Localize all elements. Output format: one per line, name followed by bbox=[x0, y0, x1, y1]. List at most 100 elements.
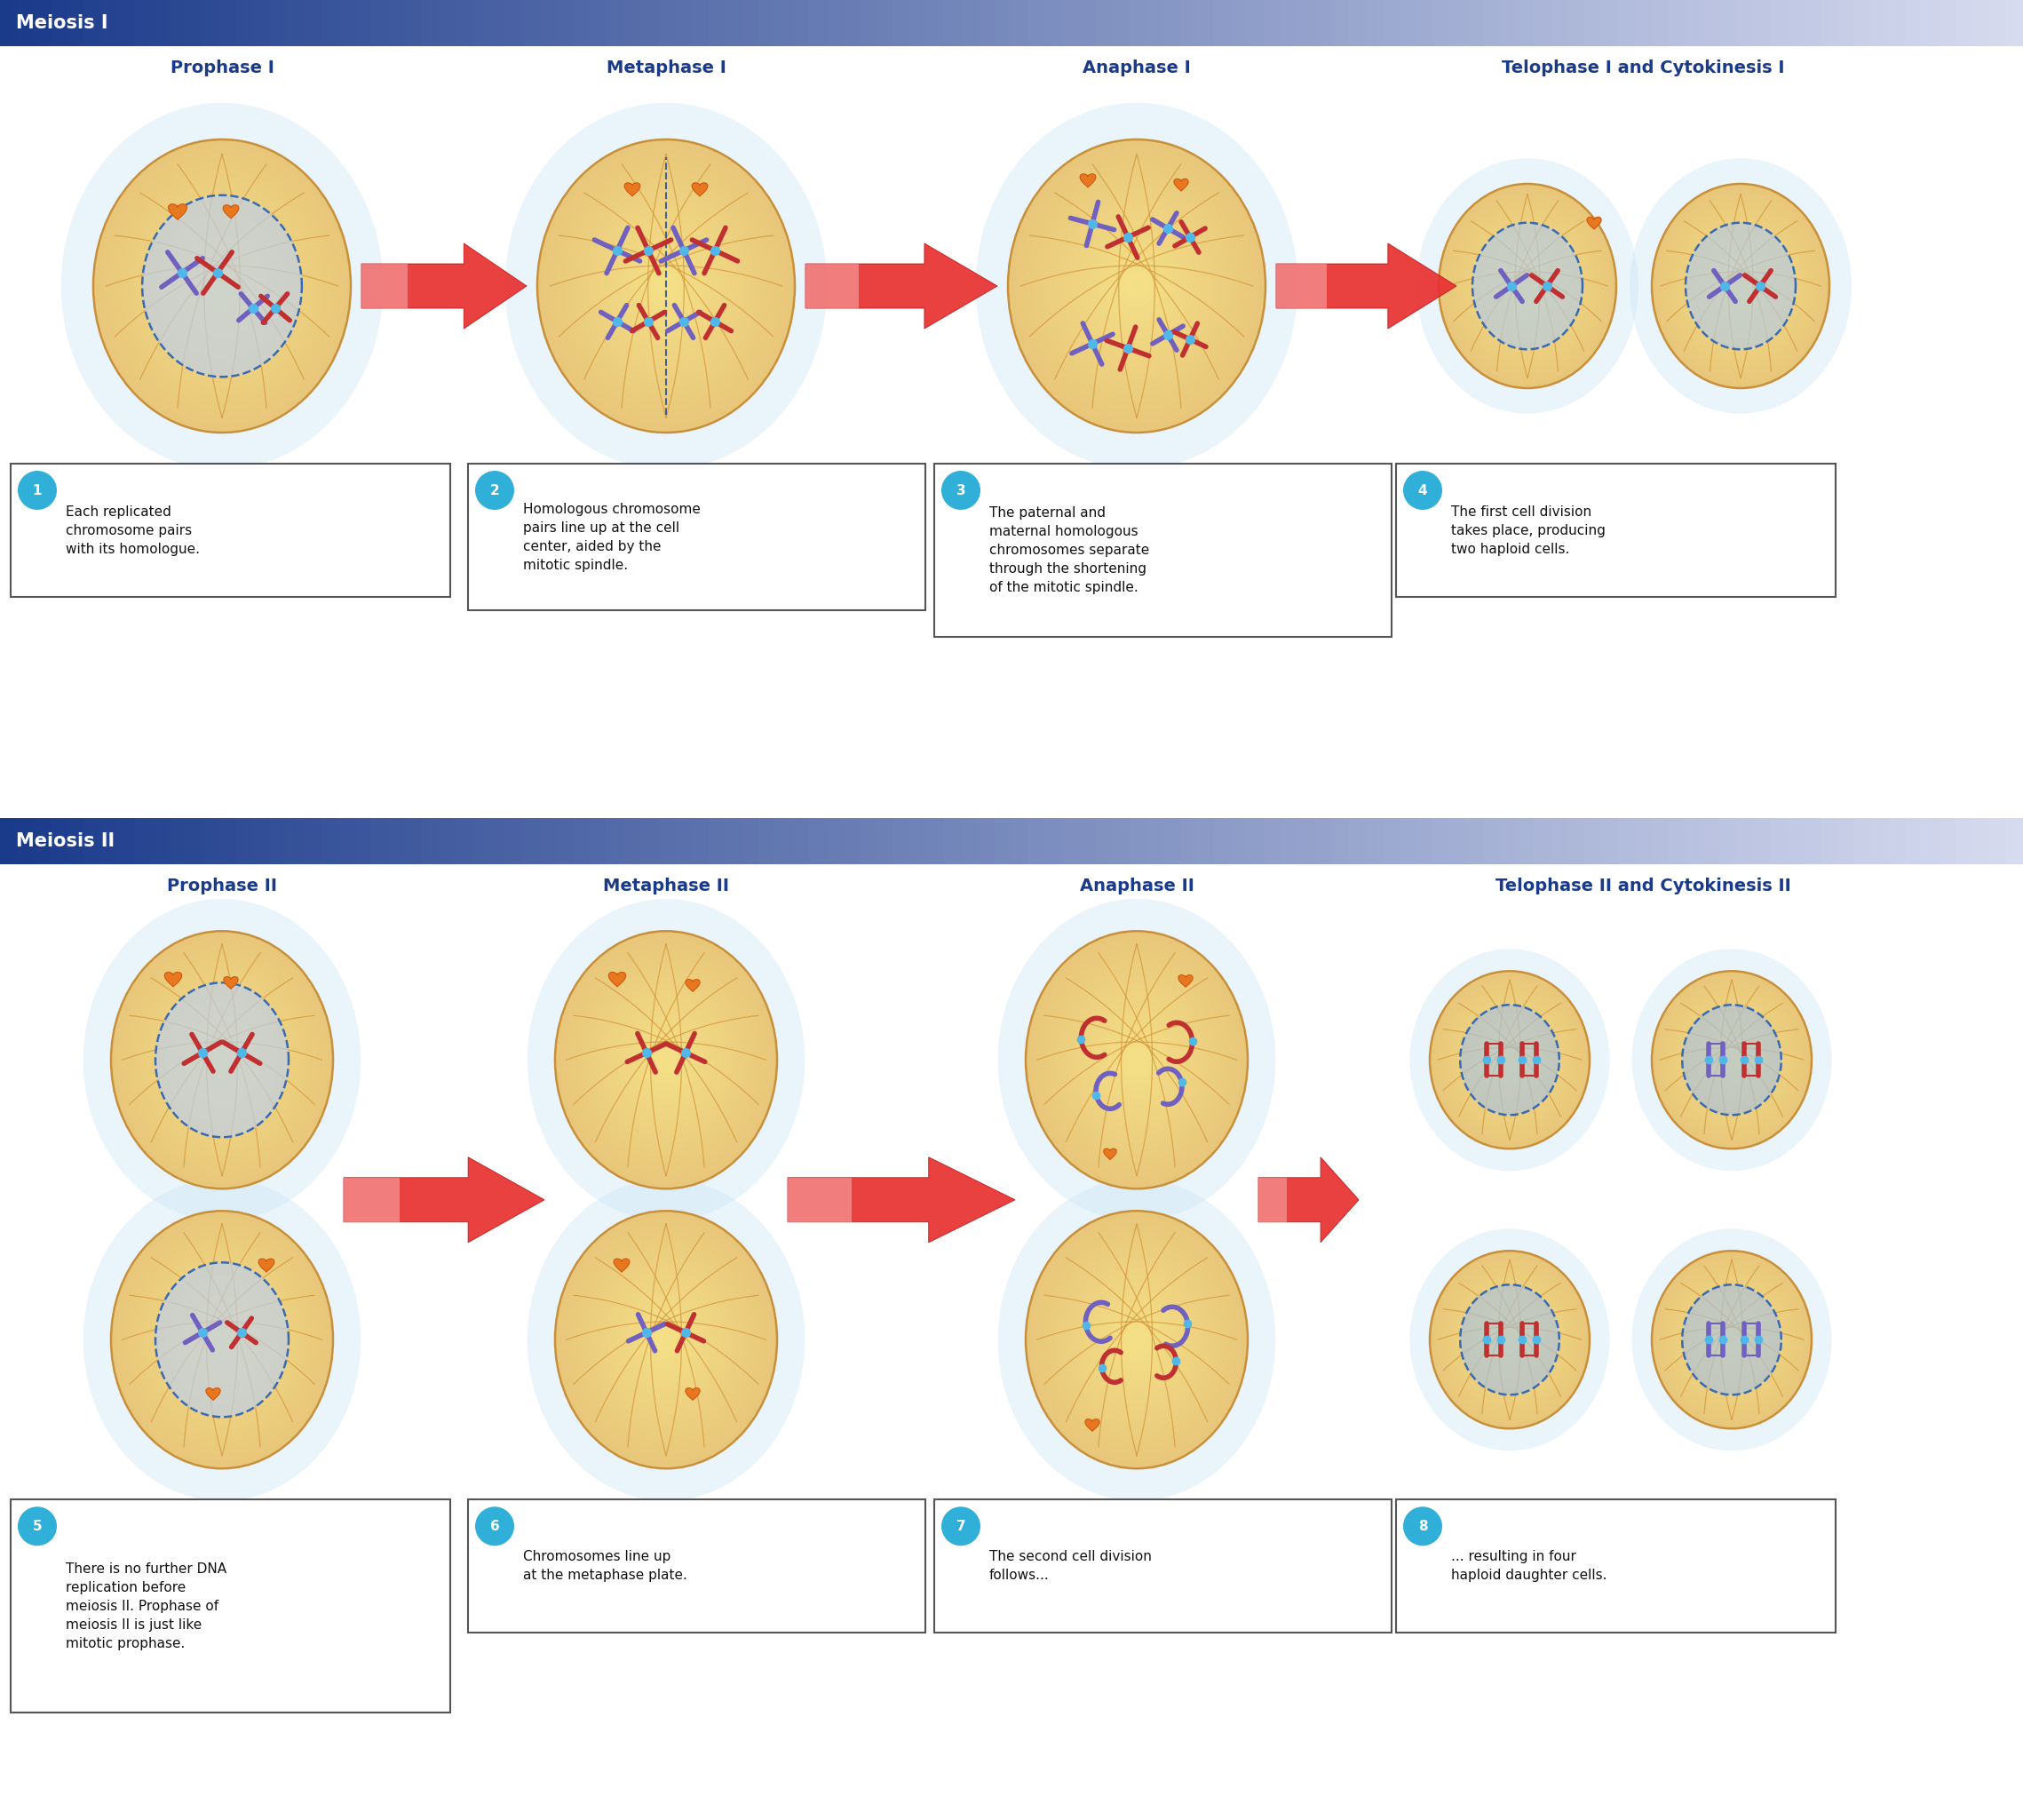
Bar bbox=[910, 0, 929, 46]
Bar bbox=[977, 0, 995, 46]
Circle shape bbox=[475, 1507, 514, 1545]
Bar bbox=[490, 0, 506, 46]
Bar bbox=[556, 0, 575, 46]
Ellipse shape bbox=[1485, 1034, 1533, 1087]
Bar bbox=[338, 0, 354, 46]
Bar bbox=[506, 0, 524, 46]
Ellipse shape bbox=[178, 1289, 267, 1390]
Circle shape bbox=[1404, 471, 1442, 510]
Bar bbox=[152, 0, 170, 46]
Ellipse shape bbox=[1671, 994, 1792, 1127]
Bar bbox=[1467, 819, 1485, 864]
Ellipse shape bbox=[1131, 278, 1143, 293]
Ellipse shape bbox=[1115, 1034, 1159, 1087]
Ellipse shape bbox=[83, 899, 360, 1221]
Text: 4: 4 bbox=[1418, 484, 1428, 497]
Bar bbox=[1956, 0, 1972, 46]
Ellipse shape bbox=[1042, 1230, 1232, 1449]
Ellipse shape bbox=[1683, 1005, 1782, 1116]
Bar bbox=[1163, 0, 1181, 46]
Ellipse shape bbox=[589, 970, 744, 1150]
Bar bbox=[1754, 819, 1770, 864]
Bar bbox=[253, 819, 271, 864]
Ellipse shape bbox=[1080, 996, 1192, 1125]
Bar bbox=[136, 0, 152, 46]
Ellipse shape bbox=[611, 1276, 722, 1403]
Bar bbox=[1552, 0, 1568, 46]
Ellipse shape bbox=[1663, 1265, 1800, 1416]
Ellipse shape bbox=[1683, 1285, 1782, 1394]
Ellipse shape bbox=[577, 957, 755, 1163]
Ellipse shape bbox=[206, 1320, 239, 1360]
Bar bbox=[1028, 819, 1046, 864]
Ellipse shape bbox=[1450, 994, 1570, 1127]
Bar bbox=[1096, 819, 1113, 864]
Ellipse shape bbox=[1685, 222, 1796, 349]
Bar bbox=[1416, 819, 1434, 864]
Ellipse shape bbox=[1683, 1287, 1780, 1392]
Ellipse shape bbox=[1410, 1228, 1610, 1451]
Ellipse shape bbox=[1410, 948, 1610, 1170]
Ellipse shape bbox=[83, 1179, 360, 1501]
Bar bbox=[1450, 819, 1467, 864]
Bar bbox=[85, 819, 101, 864]
Bar bbox=[1349, 0, 1366, 46]
FancyBboxPatch shape bbox=[467, 464, 925, 610]
Bar bbox=[540, 0, 556, 46]
Bar bbox=[657, 0, 676, 46]
Bar bbox=[1281, 819, 1299, 864]
Ellipse shape bbox=[1724, 1330, 1740, 1349]
Bar bbox=[405, 819, 423, 864]
Ellipse shape bbox=[659, 1334, 672, 1347]
Bar bbox=[388, 819, 405, 864]
Ellipse shape bbox=[1711, 1318, 1752, 1361]
Bar bbox=[1602, 0, 1618, 46]
Ellipse shape bbox=[166, 996, 277, 1125]
Ellipse shape bbox=[162, 1269, 283, 1410]
Ellipse shape bbox=[621, 1008, 710, 1112]
Bar bbox=[421, 0, 439, 46]
Ellipse shape bbox=[633, 1021, 700, 1099]
Ellipse shape bbox=[1633, 948, 1831, 1170]
Ellipse shape bbox=[1707, 1312, 1756, 1367]
Bar bbox=[961, 819, 979, 864]
Bar bbox=[0, 819, 18, 864]
Ellipse shape bbox=[1479, 229, 1576, 342]
Ellipse shape bbox=[1701, 240, 1780, 331]
Ellipse shape bbox=[633, 1301, 700, 1378]
Bar bbox=[0, 0, 18, 46]
Ellipse shape bbox=[172, 1003, 271, 1117]
Ellipse shape bbox=[105, 155, 338, 419]
Bar bbox=[152, 819, 170, 864]
Ellipse shape bbox=[194, 1028, 249, 1092]
Bar bbox=[16, 819, 34, 864]
Bar bbox=[303, 819, 322, 864]
Bar bbox=[1179, 0, 1198, 46]
Ellipse shape bbox=[1048, 957, 1226, 1163]
Text: Metaphase I: Metaphase I bbox=[607, 60, 726, 76]
Ellipse shape bbox=[190, 249, 255, 322]
FancyBboxPatch shape bbox=[1396, 1500, 1835, 1633]
Ellipse shape bbox=[1653, 184, 1829, 388]
Ellipse shape bbox=[1442, 1265, 1578, 1416]
Ellipse shape bbox=[615, 228, 718, 344]
Bar bbox=[1078, 819, 1096, 864]
Bar bbox=[1736, 0, 1754, 46]
Ellipse shape bbox=[1695, 1299, 1768, 1380]
Bar bbox=[1517, 819, 1535, 864]
Ellipse shape bbox=[202, 264, 241, 308]
Text: Each replicated
chromosome pairs
with its homologue.: Each replicated chromosome pairs with it… bbox=[65, 504, 200, 555]
Bar bbox=[1584, 0, 1602, 46]
Bar bbox=[34, 819, 51, 864]
Ellipse shape bbox=[1070, 983, 1204, 1138]
Ellipse shape bbox=[1117, 264, 1155, 308]
Ellipse shape bbox=[1683, 1006, 1780, 1114]
Ellipse shape bbox=[127, 1230, 316, 1449]
Ellipse shape bbox=[1655, 976, 1809, 1145]
Ellipse shape bbox=[1111, 257, 1163, 315]
Ellipse shape bbox=[131, 184, 312, 389]
Ellipse shape bbox=[1705, 246, 1776, 328]
Bar bbox=[1028, 0, 1046, 46]
Bar bbox=[1685, 819, 1703, 864]
Bar bbox=[742, 0, 759, 46]
